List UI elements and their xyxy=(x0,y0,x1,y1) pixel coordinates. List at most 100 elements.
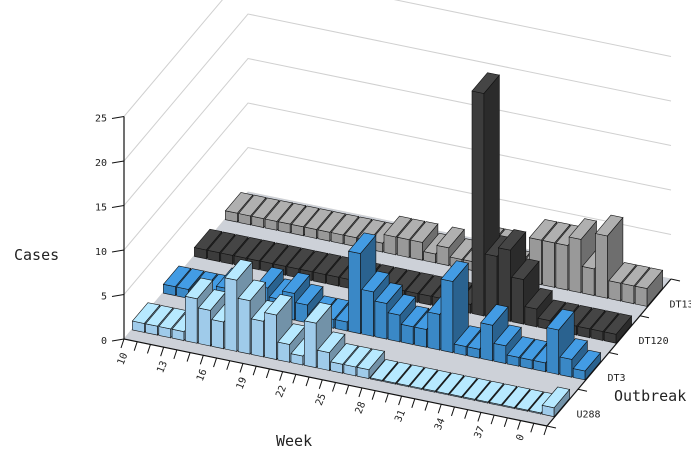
bar xyxy=(501,386,531,410)
bar-top xyxy=(286,247,315,270)
x-tick xyxy=(530,423,535,433)
bar-front xyxy=(277,341,291,363)
bar-top xyxy=(387,293,417,316)
bar xyxy=(435,372,465,396)
bar-top xyxy=(224,192,254,214)
x-tick-label: 16 xyxy=(195,368,210,383)
bar-top xyxy=(347,232,377,254)
gridline xyxy=(123,102,672,251)
bar-top xyxy=(246,239,276,262)
bar-top xyxy=(506,336,536,358)
z-tick-label: 5 xyxy=(101,292,107,303)
bar-top xyxy=(343,345,372,368)
bar-top xyxy=(572,349,602,372)
x-tick xyxy=(503,417,508,428)
z-tick-label: 15 xyxy=(95,203,107,214)
bar-top xyxy=(440,260,469,282)
bar xyxy=(603,313,633,345)
bar-top xyxy=(303,302,333,324)
x-tick xyxy=(265,368,270,379)
bar-top xyxy=(330,213,360,236)
bar-front xyxy=(383,234,397,256)
bar xyxy=(422,369,452,394)
bar-top xyxy=(546,308,575,331)
bar-top xyxy=(396,218,426,241)
x-tick xyxy=(239,363,244,373)
bar-top xyxy=(383,361,412,384)
bar-front xyxy=(410,239,423,261)
x-tick xyxy=(411,398,416,408)
x-tick xyxy=(358,387,363,398)
bar-top xyxy=(559,338,588,360)
x-tick-label: 28 xyxy=(354,400,369,415)
bar-top xyxy=(436,226,465,249)
bar-front xyxy=(264,312,277,360)
series-u288 xyxy=(131,259,571,418)
bar-top xyxy=(237,279,267,302)
gridline xyxy=(123,57,672,206)
bar xyxy=(462,378,491,402)
x-tick-label: 25 xyxy=(314,392,329,407)
gridline xyxy=(123,13,672,162)
bar xyxy=(515,388,544,413)
x-tick xyxy=(477,412,482,422)
x-tick-label: 19 xyxy=(235,376,250,391)
bar-front xyxy=(559,356,573,378)
bar xyxy=(440,260,469,354)
x-tick xyxy=(490,414,495,425)
gridline xyxy=(123,146,672,295)
y-tick xyxy=(546,425,557,429)
y-axis-title: Outbreak xyxy=(614,387,686,405)
y-tick-label: U288 xyxy=(577,410,601,421)
x-tick-label: 10 xyxy=(116,351,131,366)
bar xyxy=(594,214,624,300)
bar-front xyxy=(621,283,635,305)
bar-front xyxy=(555,242,569,291)
bar-top xyxy=(343,216,373,239)
x-tick xyxy=(213,357,218,368)
bar xyxy=(541,386,571,418)
x-tick xyxy=(199,355,204,365)
bar-top xyxy=(480,304,509,326)
bar-top xyxy=(264,293,293,316)
bar-top xyxy=(145,305,174,327)
bar xyxy=(475,380,505,404)
chart-bars xyxy=(131,72,664,418)
bar-front xyxy=(348,250,361,335)
bar-top xyxy=(568,218,598,240)
bar-front xyxy=(387,312,401,343)
chart-axes: 0 5 10 15 20 25 10 13 16 19 22 25 28 31 34 37 0 U288 DT3 DT… xyxy=(95,114,691,443)
bar-top xyxy=(511,258,540,280)
bar-top xyxy=(259,242,289,264)
x-axis-title: Week xyxy=(276,432,312,450)
bar-front xyxy=(400,323,414,345)
bar-top xyxy=(603,313,633,335)
z-tick-label: 0 xyxy=(101,336,107,347)
x-tick xyxy=(345,385,350,395)
bar-top xyxy=(264,200,294,222)
x-tick xyxy=(464,409,469,419)
x-tick-label: 13 xyxy=(155,360,170,375)
bar-top xyxy=(304,208,333,230)
y-tick xyxy=(670,278,681,282)
z-tick xyxy=(111,338,125,342)
bar-top xyxy=(281,272,311,294)
bar-front xyxy=(471,90,485,317)
bar-top xyxy=(409,367,438,389)
z-tick-label: 25 xyxy=(95,114,107,125)
bar-top xyxy=(273,245,302,267)
bar-front xyxy=(595,233,608,299)
bar-top xyxy=(162,265,192,288)
bar-top xyxy=(238,194,267,217)
x-tick xyxy=(173,349,178,360)
bar-front xyxy=(524,306,538,328)
bar-front xyxy=(608,280,622,302)
x-tick xyxy=(146,344,151,354)
z-tick xyxy=(111,160,125,164)
gridline xyxy=(123,0,672,117)
bar-top xyxy=(316,331,346,354)
bar-top xyxy=(594,214,624,237)
bar-top xyxy=(590,310,619,332)
x-tick xyxy=(160,346,165,357)
